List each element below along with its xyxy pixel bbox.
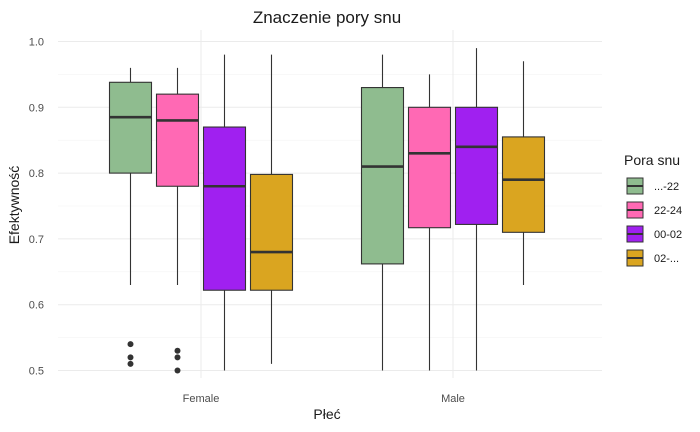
outlier-point <box>174 354 181 361</box>
y-tick-label: 0.6 <box>29 300 44 312</box>
x-axis-title: Płeć <box>313 406 340 422</box>
box-body <box>202 126 247 291</box>
x-tick-label: Female <box>183 393 220 405</box>
box-...-22-Male <box>360 54 405 371</box>
legend-items: ...-22 22-24 00-02 02-... <box>626 177 682 267</box>
y-tick-label: 1.0 <box>29 37 44 49</box>
box-body <box>360 87 405 265</box>
box-body <box>155 93 200 187</box>
box-02-...-Male <box>501 61 546 285</box>
outlier-point <box>127 360 134 367</box>
box-00-02-Female <box>202 54 247 371</box>
legend-title: Pora snu <box>624 152 680 168</box>
box-22-24-Male <box>407 74 452 371</box>
box-body <box>108 81 153 174</box>
outlier-point <box>174 347 181 354</box>
box-body <box>407 106 452 229</box>
x-tick-label: Male <box>441 393 465 405</box>
box-body <box>249 173 294 291</box>
legend-item: ...-22 <box>626 177 679 195</box>
box-...-22-Female <box>108 67 153 367</box>
outlier-point <box>127 341 134 348</box>
legend-item: 00-02 <box>626 225 682 243</box>
legend-label: 00-02 <box>654 229 682 241</box>
y-tick-label: 0.9 <box>29 102 44 114</box>
legend-label: 22-24 <box>654 205 682 217</box>
box-groups <box>108 48 546 374</box>
box-22-24-Female <box>155 67 200 374</box>
box-body <box>454 106 499 225</box>
legend-label: ...-22 <box>654 181 679 193</box>
outlier-point <box>127 354 134 361</box>
legend-item: 22-24 <box>626 201 682 219</box>
legend-item: 02-... <box>626 249 679 267</box>
chart-title: Znaczenie pory snu <box>253 8 401 27</box>
y-tick-label: 0.7 <box>29 234 44 246</box>
outlier-point <box>174 367 181 374</box>
legend-label: 02-... <box>654 253 679 265</box>
box-02-...-Female <box>249 54 294 364</box>
y-tick-label: 0.8 <box>29 168 44 180</box>
legend: Pora snu ...-22 22-24 00-02 02-... <box>624 152 682 267</box>
y-axis-title: Efektywność <box>6 166 22 245</box>
box-body <box>501 136 546 233</box>
y-axis-ticks: 0.5 0.6 0.7 0.8 0.9 1.0 <box>29 37 44 378</box>
box-00-02-Male <box>454 48 499 371</box>
x-axis-ticks: Female Male <box>183 393 465 405</box>
y-tick-label: 0.5 <box>29 366 44 378</box>
grid-lines <box>58 30 602 378</box>
